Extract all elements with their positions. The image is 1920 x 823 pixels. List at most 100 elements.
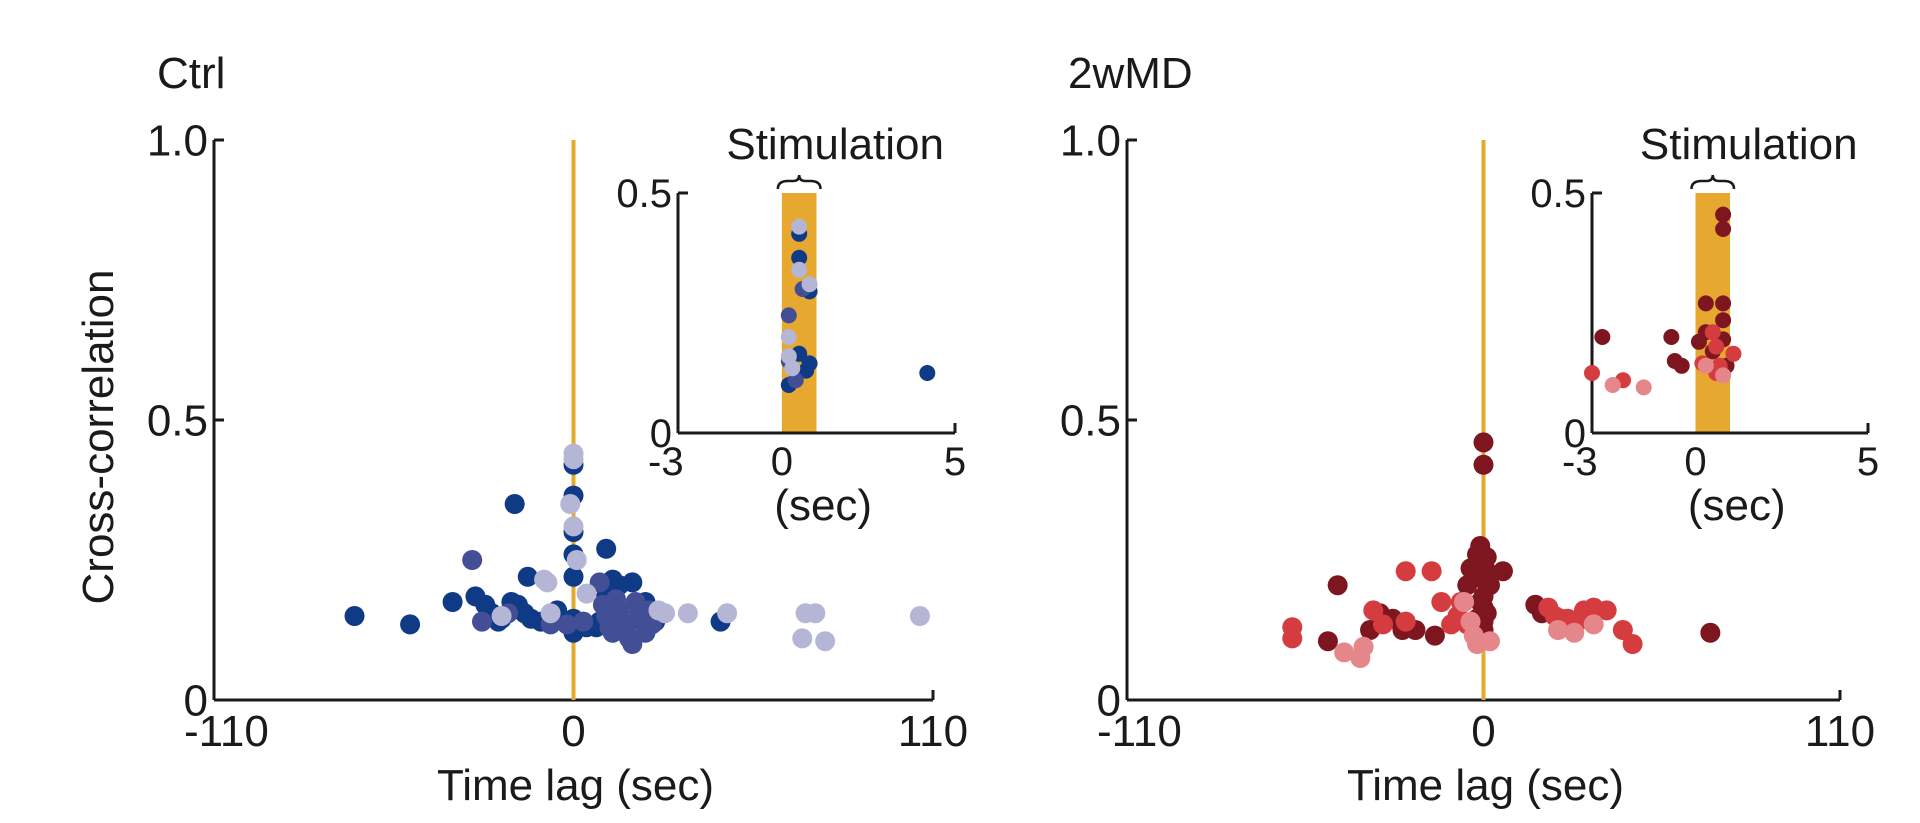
data-point [1725,345,1742,362]
data-point [1492,561,1513,582]
x-tick-label: 5 [1857,440,1879,484]
y-tick-label: 0 [1564,412,1586,456]
data-point [1473,454,1494,475]
data-point [1353,636,1374,657]
data-point [1282,628,1303,649]
data-point [1454,592,1475,612]
data-point [1596,600,1617,621]
data-point [573,611,594,632]
data-point [677,603,698,624]
y-tick-label: 0 [184,676,208,725]
data-point [1317,631,1338,652]
series-light [1604,357,1732,396]
data-point [1635,379,1652,396]
x-tick-label: -3 [1562,440,1598,484]
stimulation-brace [1690,174,1736,190]
data-point [622,634,643,654]
x-tick-label: 0 [561,707,585,756]
data-point [563,449,584,470]
data-point [1715,312,1732,329]
data-point [1479,631,1500,652]
data-point [1564,622,1585,643]
data-point [1395,561,1416,582]
series-light [491,443,930,652]
data-point [1622,634,1643,654]
inset-title: Stimulation [726,120,944,169]
data-point [717,603,738,624]
data-point [1395,611,1416,632]
data-point [589,572,610,593]
x-tick-label: -110 [1097,707,1182,756]
x-tick-label: 110 [898,707,968,756]
data-point [344,606,365,626]
x-tick-label: 110 [1805,707,1875,756]
data-point [1708,338,1725,355]
data-point [919,365,936,381]
x-tick-label: 0 [1684,440,1706,484]
data-point [1594,329,1611,345]
inset-x-axis-label: (sec) [774,481,872,530]
data-point [787,372,804,389]
x-tick-label: 5 [944,440,966,484]
y-tick-label: 0 [1097,676,1121,725]
data-point [1612,620,1633,640]
data-point [791,261,808,278]
data-point [563,516,584,537]
data-point [537,572,558,593]
data-point [1363,600,1384,621]
x-tick-label: -3 [648,440,684,484]
data-point [1421,561,1442,582]
data-point [909,606,930,626]
data-point [780,329,797,345]
y-tick-label: 0.5 [147,396,208,445]
data-point [563,566,584,587]
data-point [1663,329,1680,345]
data-point [1473,432,1494,453]
y-tick-label: 0.5 [616,172,672,216]
data-point [1424,625,1445,646]
data-point [517,566,538,587]
data-point [576,583,597,604]
panel-title: 2wMD [1068,49,1193,98]
data-point [442,592,463,612]
x-tick-label: -110 [184,707,269,756]
panel-title: Ctrl [157,49,225,98]
data-point [1697,295,1714,312]
data-point [1584,365,1600,381]
data-point [1583,614,1604,635]
data-point [1673,357,1690,374]
y-axis-label: Cross-correlation [74,270,123,605]
inset-title: Stimulation [1640,120,1858,169]
series-light [1334,592,1604,668]
data-point [1715,367,1732,384]
data-point [1697,357,1714,374]
data-point [780,307,797,324]
data-point [1715,206,1732,223]
y-tick-label: 0.5 [1530,172,1586,216]
panel-ctrl: Ctrl Cross-correlation 00.51.0-110 0 110Ti… [74,49,968,810]
data-point [1431,592,1452,612]
data-point [622,572,643,593]
data-point [801,355,818,372]
series-light [780,218,818,377]
stimulation-brace [776,174,822,190]
data-point [791,249,808,266]
data-point [1457,575,1478,596]
data-point [780,348,797,365]
y-tick-label: 1.0 [1060,116,1121,165]
data-point [1690,333,1707,350]
data-point [504,494,525,514]
data-point [1334,642,1355,663]
data-point [491,606,512,626]
data-point [596,538,617,559]
x-tick-label: 0 [771,440,793,484]
x-axis-label: Time lag (sec) [437,761,714,810]
data-point [1715,295,1732,312]
data-point [792,628,813,649]
data-point [1715,221,1732,237]
